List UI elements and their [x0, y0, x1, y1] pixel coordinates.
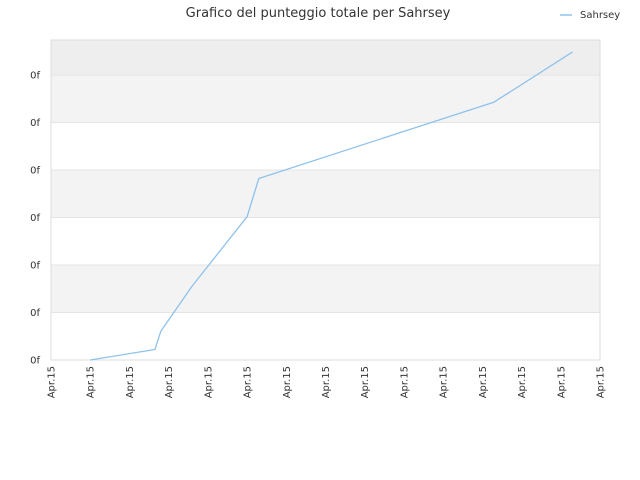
y-tick-label: 0f	[30, 213, 40, 224]
y-axis-tick-labels: 0f 0f 0f 0f 0f 0f 0f	[30, 71, 40, 367]
y-tick-label: 0f	[30, 71, 40, 82]
x-tick-label: Apr.15	[321, 366, 332, 398]
x-tick-label: Apr.15	[439, 366, 450, 398]
x-tick-label: Apr.15	[399, 366, 410, 398]
x-tick-label: Apr.15	[164, 366, 175, 398]
y-tick-label: 0f	[30, 261, 40, 272]
y-tick-label: 0f	[30, 166, 40, 177]
plot-band	[51, 170, 600, 218]
x-tick-label: Apr.15	[478, 366, 489, 398]
plot-band	[51, 265, 600, 313]
x-tick-label: Apr.15	[125, 366, 136, 398]
y-tick-label: 0f	[30, 308, 40, 319]
x-tick-label: Apr.15	[282, 366, 293, 398]
x-tick-label: Apr.15	[517, 366, 528, 398]
x-tick-label: Apr.15	[203, 366, 214, 398]
plot-band	[51, 75, 600, 123]
x-tick-label: Apr.15	[243, 366, 254, 398]
y-tick-label: 0f	[30, 118, 40, 129]
x-tick-label: Apr.15	[47, 366, 58, 398]
x-tick-label: Apr.15	[596, 366, 607, 398]
legend-label-sahrsey: Sahrsey	[580, 10, 620, 21]
plot-band	[51, 217, 600, 265]
chart-title: Grafico del punteggio totale per Sahrsey	[186, 6, 451, 21]
plot-background-bands	[51, 40, 600, 360]
y-tick-label: 0f	[30, 356, 40, 367]
series-line-sahrsey	[90, 51, 573, 361]
plot-band	[51, 40, 600, 75]
plot-band	[51, 122, 600, 170]
plot-border	[50, 39, 601, 361]
x-tick-label: Apr.15	[360, 366, 371, 398]
x-tick-label: Apr.15	[556, 366, 567, 398]
legend: Sahrsey	[560, 10, 620, 21]
series-group	[90, 51, 573, 361]
x-axis-tick-labels: Apr.15 Apr.15 Apr.15 Apr.15 Apr.15 Apr.15 Apr.…	[47, 366, 607, 398]
x-tick-label: Apr.15	[86, 366, 97, 398]
